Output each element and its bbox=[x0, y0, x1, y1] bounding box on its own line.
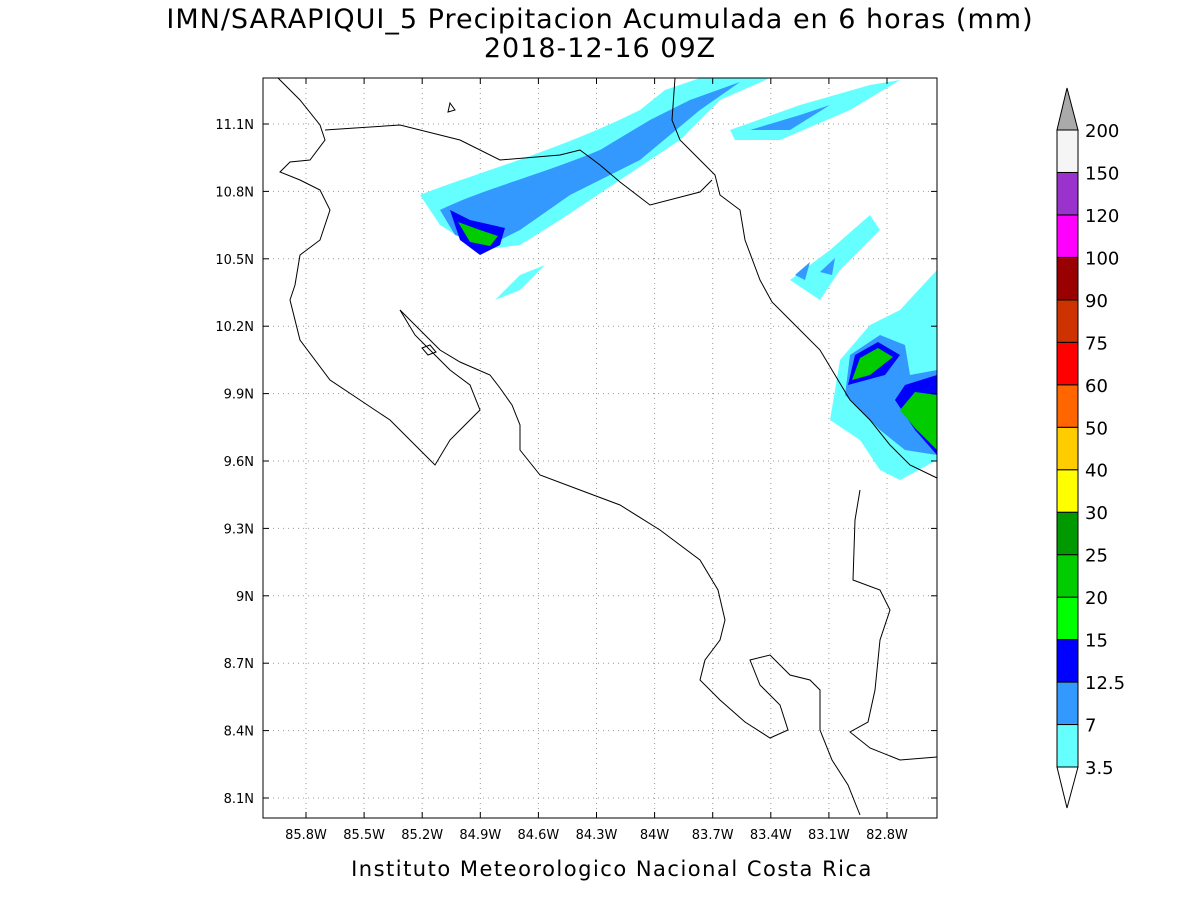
lat-label: 10.2N bbox=[215, 320, 254, 335]
colorbar-label: 50 bbox=[1085, 418, 1108, 439]
colorbar-label: 12.5 bbox=[1085, 673, 1125, 694]
lon-label: 84.3W bbox=[576, 828, 618, 843]
lon-label: 84W bbox=[640, 828, 670, 843]
colorbar-box bbox=[1056, 639, 1079, 683]
lat-label: 10.5N bbox=[215, 253, 254, 268]
lon-label: 85.8W bbox=[285, 828, 327, 843]
lat-label: 10.8N bbox=[215, 185, 254, 200]
colorbar-box bbox=[1056, 426, 1079, 471]
colorbar-box bbox=[1056, 341, 1079, 386]
colorbar-box bbox=[1056, 511, 1079, 556]
title: IMN/SARAPIQUI_5 Precipitacion Acumulada … bbox=[166, 4, 1033, 35]
lon-label: 85.2W bbox=[401, 828, 443, 843]
lon-label: 82.8W bbox=[866, 828, 908, 843]
colorbar-label: 90 bbox=[1085, 291, 1108, 312]
colorbar-box bbox=[1056, 299, 1079, 343]
footer: Instituto Meteorologico Nacional Costa R… bbox=[351, 857, 873, 881]
axis-ticks: 85.8W 85.5W 85.2W 84.9W 84.6W 84.3W 84W 83.7W 83… bbox=[215, 78, 937, 843]
colorbar-box bbox=[1056, 596, 1079, 641]
lat-label: 9.6N bbox=[224, 455, 254, 470]
colorbar-box bbox=[1056, 384, 1079, 428]
lon-label: 85.5W bbox=[343, 828, 385, 843]
lon-label: 84.6W bbox=[517, 828, 559, 843]
colorbar-box bbox=[1056, 129, 1079, 173]
colorbar-box bbox=[1056, 469, 1079, 513]
colorbar-box bbox=[1056, 681, 1079, 726]
coastlines bbox=[277, 77, 938, 816]
colorbar-label: 200 bbox=[1085, 121, 1119, 142]
lon-label: 83.4W bbox=[750, 828, 792, 843]
colorbar-label: 3.5 bbox=[1085, 758, 1114, 779]
colorbar: 3.5 7 12.5 15 20 25 30 40 50 60 75 90 100 120 150 200 bbox=[1056, 87, 1125, 809]
colorbar-label: 25 bbox=[1085, 546, 1108, 567]
lat-label: 11.1N bbox=[215, 118, 254, 133]
colorbar-label: 120 bbox=[1085, 206, 1119, 227]
colorbar-label: 15 bbox=[1085, 631, 1108, 652]
colorbar-box bbox=[1056, 256, 1079, 301]
colorbar-label: 60 bbox=[1085, 376, 1108, 397]
colorbar-label: 7 bbox=[1085, 716, 1096, 737]
lat-label: 8.7N bbox=[224, 657, 254, 672]
colorbar-box bbox=[1056, 171, 1079, 216]
colorbar-box bbox=[1056, 214, 1079, 258]
lon-label: 83.1W bbox=[808, 828, 850, 843]
lon-label: 83.7W bbox=[692, 828, 734, 843]
colorbar-label: 150 bbox=[1085, 163, 1119, 184]
colorbar-box bbox=[1056, 724, 1079, 768]
precipitation bbox=[420, 78, 937, 480]
lon-label: 84.9W bbox=[459, 828, 501, 843]
colorbar-label: 30 bbox=[1085, 503, 1108, 524]
lat-label: 8.4N bbox=[224, 725, 254, 740]
map-frame bbox=[262, 77, 938, 819]
lat-label: 9N bbox=[236, 590, 254, 605]
colorbar-label: 75 bbox=[1085, 333, 1108, 354]
colorbar-label: 40 bbox=[1085, 461, 1108, 482]
lat-label: 8.1N bbox=[224, 792, 254, 807]
colorbar-box bbox=[1056, 554, 1079, 598]
subtitle: 2018-12-16 09Z bbox=[484, 33, 716, 64]
lat-label: 9.3N bbox=[224, 522, 254, 537]
colorbar-label: 20 bbox=[1085, 588, 1108, 609]
lat-label: 9.9N bbox=[224, 388, 254, 403]
colorbar-label: 100 bbox=[1085, 248, 1119, 269]
